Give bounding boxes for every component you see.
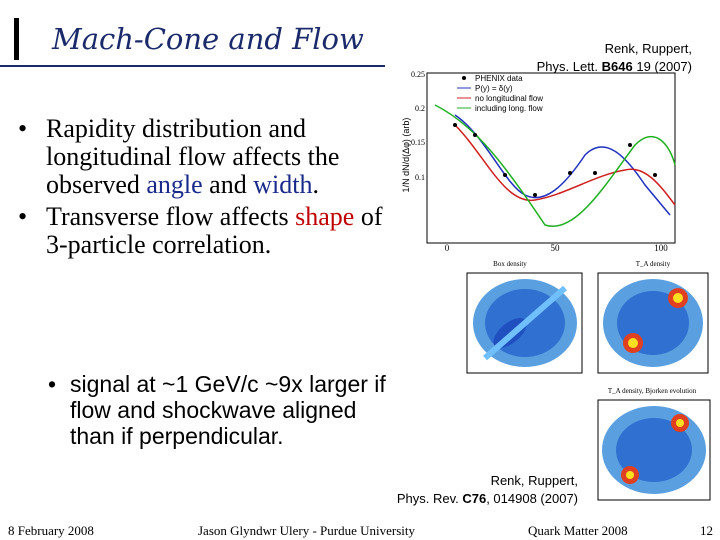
legend-2: no longitudinal flow [475,94,543,103]
footer-page-number: 12 [700,523,713,538]
bullet-transverse: • Transverse flow affects shape of 3-par… [18,202,383,259]
ytick-2: 0.15 [411,138,425,147]
title-divider [0,65,385,67]
sub-bullet-text: signal at ~1 GeV/c ~9x larger if flow an… [70,371,386,449]
ta-bjorken-panel: T_A density, Bjorken evolution [597,387,711,501]
citation-bottom-authors: Renk, Ruppert, [490,473,578,488]
citation-bottom-journal: Phys. Rev. [396,491,463,506]
xtick-0: 0 [445,243,450,253]
curve-no-long-flow [454,124,676,206]
correlation-plot: 1/N dN/d(Δφ) (arb) 0.25 0.2 0.15 0.1 0 5… [401,70,676,253]
title-accent-bar [14,18,19,60]
data-points [453,123,657,197]
curve-long-flow [434,104,676,228]
legend-3: including long. flow [475,104,543,113]
citation-top-rest: 19 (2007) [632,59,692,74]
legend-1: P(y) = δ(y) [475,84,513,93]
citation-bottom-rest: , 014908 (2007) [486,491,578,506]
main-bullets: • Rapidity distribution and longitudinal… [12,115,392,263]
sub-bullet: • signal at ~1 GeV/c ~9x larger if flow a… [48,371,386,449]
ta-density-label: T_A density [636,260,671,268]
citation-top: Renk, Ruppert, Phys. Lett. B646 19 (2007… [537,40,692,76]
bullet-0-width: width [253,170,313,199]
bullet-0-angle: angle [146,170,203,199]
bullet-0-end: . [312,170,319,199]
ytick-3: 0.1 [415,173,425,182]
bullet-0-text: Rapidity distribution and longitudinal f… [46,114,340,199]
citation-bottom-volume: C76 [462,491,487,506]
footer-date: 8 February 2008 [8,523,94,538]
citation-top-volume: B646 [601,59,633,74]
box-density-label: Box density [493,260,527,268]
bullet-1-text: Transverse flow affects [46,202,296,231]
plot-ylabel: 1/N dN/d(Δφ) (arb) [401,118,411,193]
bullet-rapidity: • Rapidity distribution and longitudinal… [18,114,340,199]
legend-0: PHENIX data [475,74,523,83]
curve-delta [454,114,671,216]
xtick-1: 50 [551,243,561,253]
ta-bjorken-label: T_A density, Bjorken evolution [608,387,697,395]
ytick-1: 0.2 [415,104,425,113]
bullet-1-shape: shape [295,202,355,231]
footer-conference: Quark Matter 2008 [528,523,628,538]
ta-density-panel: T_A density [597,260,709,374]
bullet-0-mid: and [202,170,254,199]
slide-title: Mach-Cone and Flow [52,22,364,56]
footer-author: Jason Glyndwr Ulery - Purdue University [198,523,415,538]
ytick-0: 0.25 [411,70,425,79]
citation-bottom: Renk, Ruppert, Phys. Rev. C76, 014908 (2… [388,472,578,508]
box-density-panel: Box density [466,260,583,374]
xtick-2: 100 [654,243,668,253]
bullet-1-end: of 3-particle correlation. [46,202,383,259]
citation-top-authors: Renk, Ruppert, [604,41,692,56]
citation-top-journal: Phys. Lett. [536,59,602,74]
